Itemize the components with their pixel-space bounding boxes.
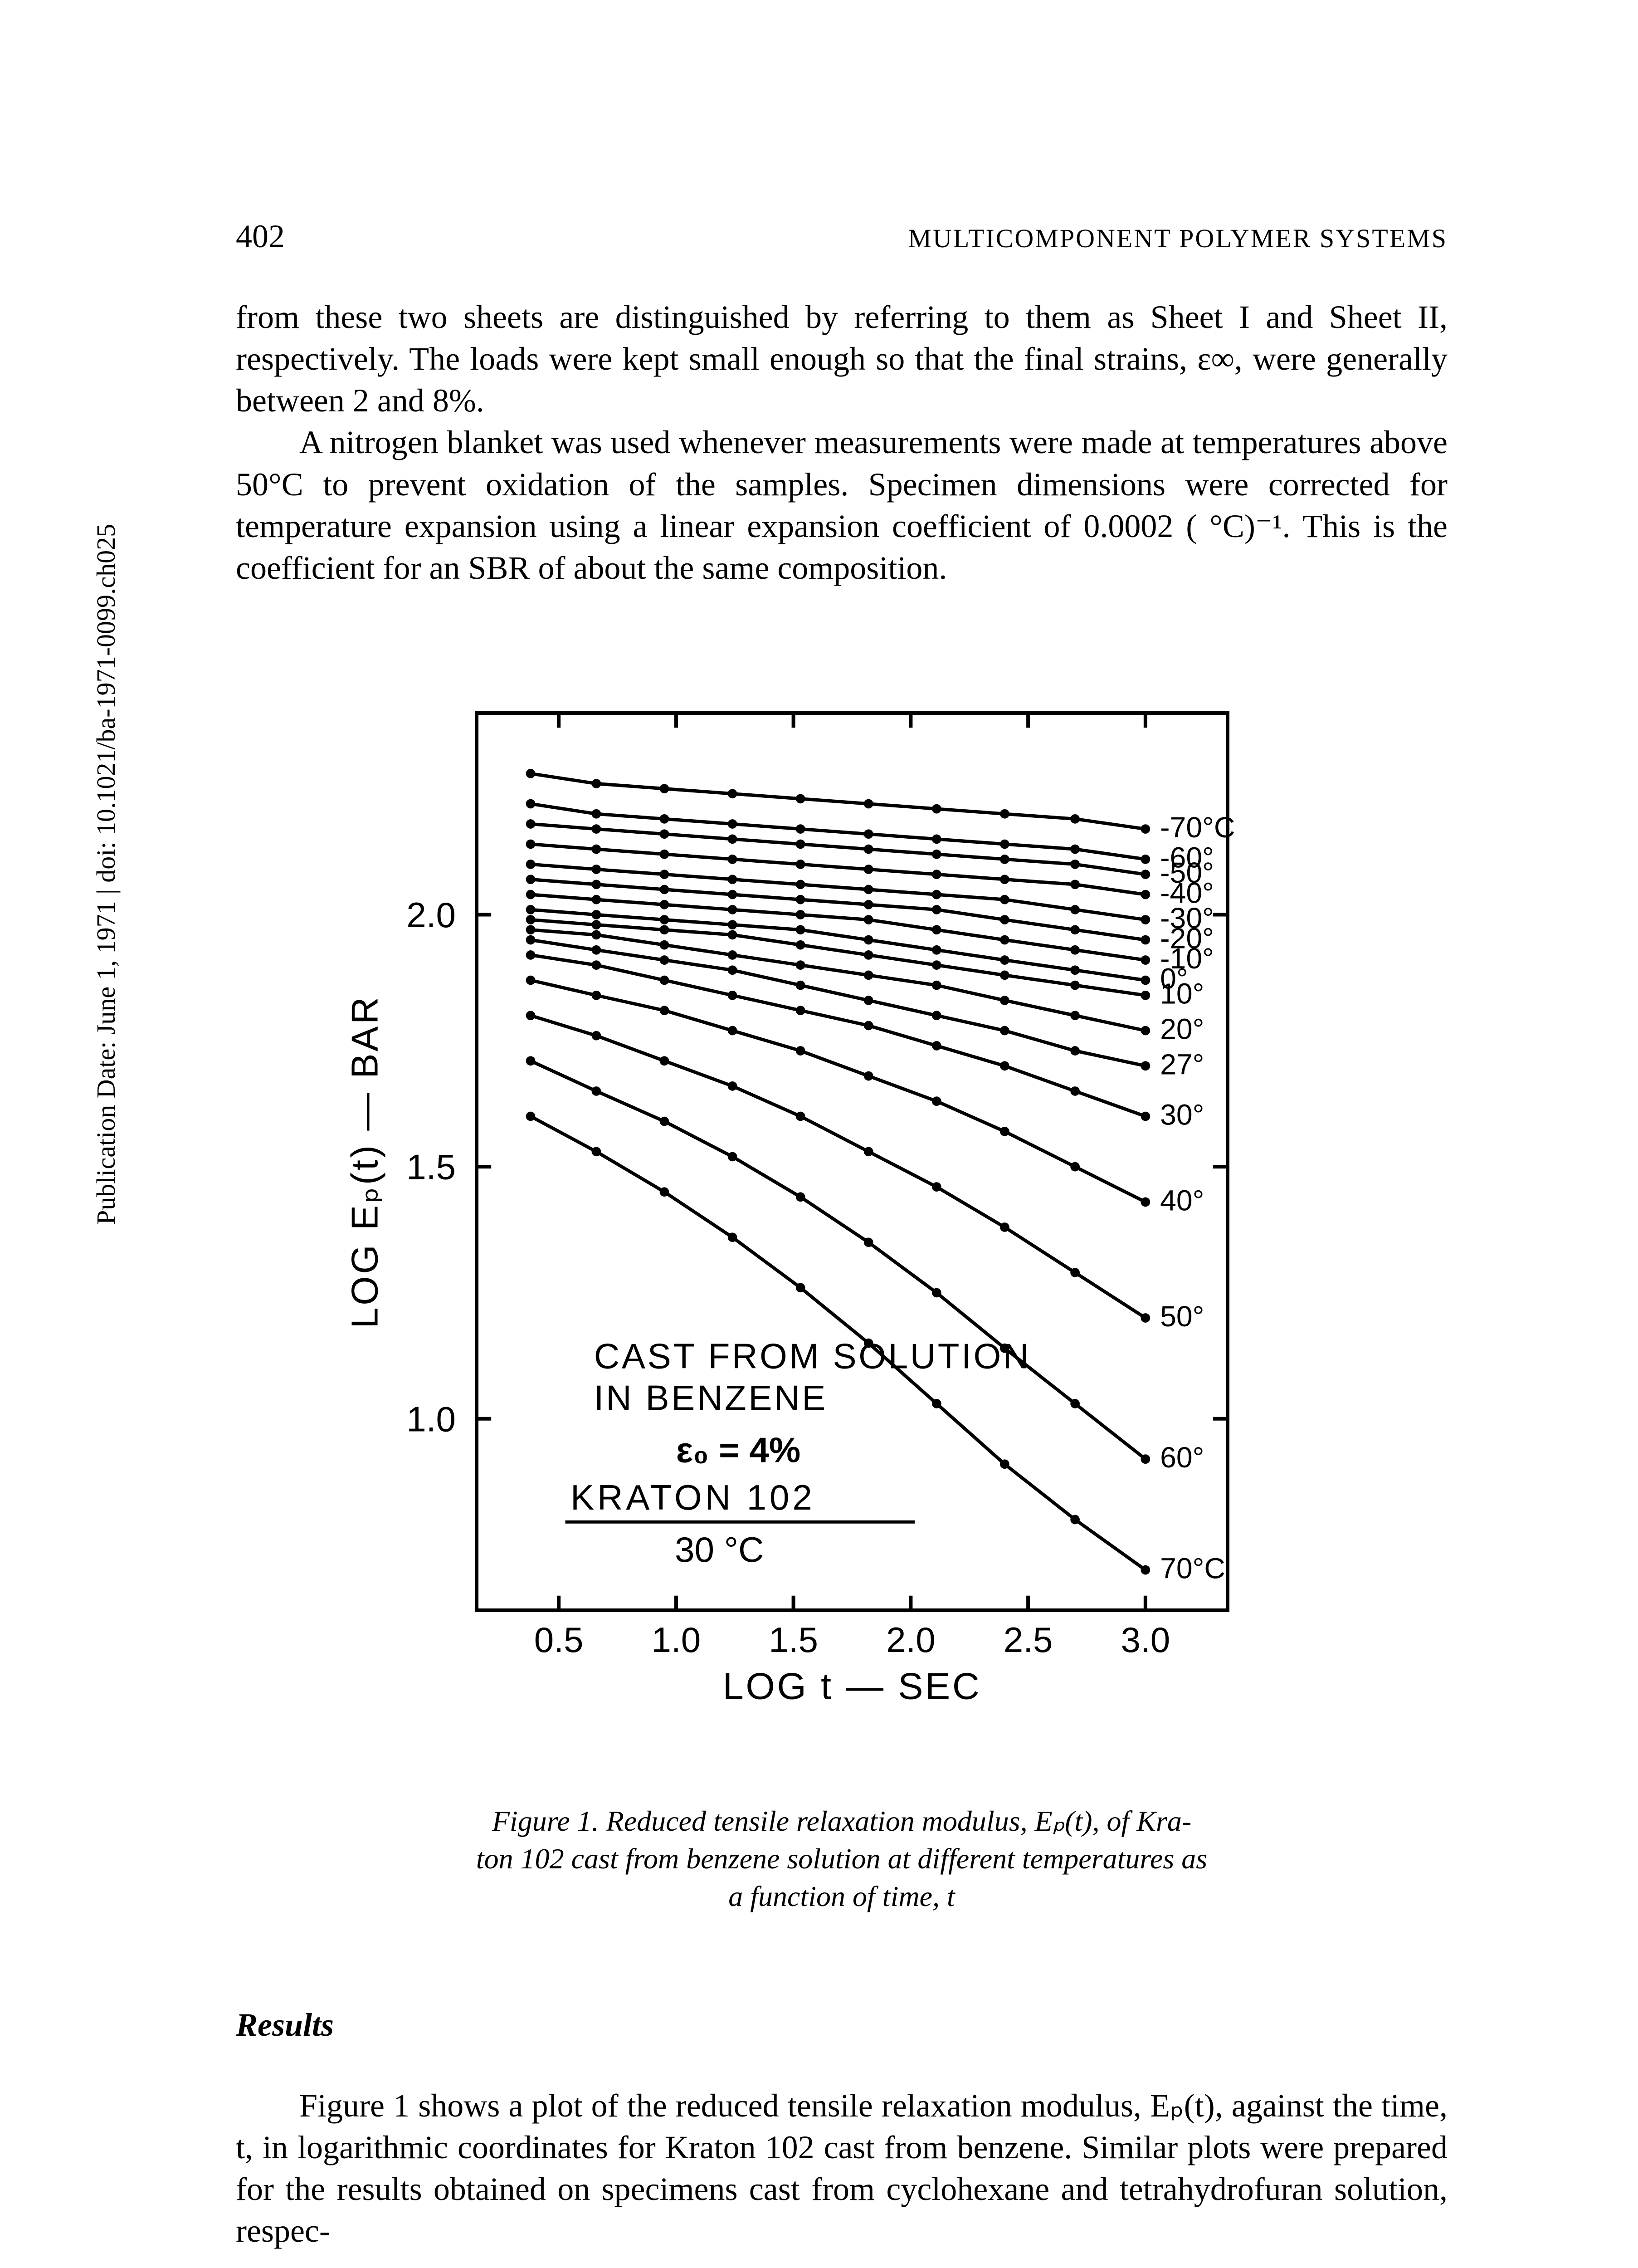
svg-text:KRATON 102: KRATON 102 [570, 1477, 815, 1517]
svg-text:10°: 10° [1160, 978, 1204, 1010]
svg-text:IN BENZENE: IN BENZENE [594, 1378, 828, 1418]
paragraph-1: from these two sheets are distinguished … [236, 296, 1448, 421]
page-number: 402 [236, 218, 285, 255]
svg-text:LOG t — SEC: LOG t — SEC [723, 1665, 982, 1707]
body-block-2: Figure 1 shows a plot of the reduced ten… [236, 2085, 1448, 2252]
svg-text:60°: 60° [1160, 1441, 1204, 1474]
svg-text:30 °C: 30 °C [675, 1530, 764, 1569]
svg-text:2.5: 2.5 [1004, 1620, 1053, 1660]
svg-text:-70°C: -70°C [1160, 811, 1235, 844]
svg-text:LOG Eₚ(t) — BAR: LOG Eₚ(t) — BAR [344, 995, 386, 1329]
svg-text:0.5: 0.5 [534, 1620, 584, 1660]
svg-text:27°: 27° [1160, 1048, 1204, 1080]
caption-line: Figure 1. Reduced tensile relaxation mod… [492, 1805, 1191, 1837]
page: Publication Date: June 1, 1971 | doi: 10… [0, 0, 1638, 2268]
svg-text:1.5: 1.5 [406, 1147, 456, 1187]
svg-text:30°: 30° [1160, 1098, 1204, 1131]
svg-text:CAST FROM SOLUTION: CAST FROM SOLUTION [594, 1336, 1031, 1376]
svg-text:2.0: 2.0 [886, 1620, 936, 1660]
sidebar-citation: Publication Date: June 1, 1971 | doi: 10… [91, 524, 121, 1225]
relaxation-chart: 0.5 1.0 1.5 2.0 2.5 3.0 1.0 1.5 2.0 LOG t — SEC LO… [320, 670, 1363, 1736]
caption-line: ton 102 cast from benzene solution at di… [476, 1843, 1207, 1875]
svg-text:ε₀ = 4%: ε₀ = 4% [676, 1430, 800, 1470]
svg-text:70°C: 70°C [1160, 1552, 1225, 1585]
svg-text:1.0: 1.0 [406, 1399, 456, 1439]
svg-text:2.0: 2.0 [406, 895, 456, 935]
section-heading-results: Results [236, 2006, 1448, 2044]
paragraph-3: Figure 1 shows a plot of the reduced ten… [236, 2085, 1448, 2252]
body-block-1: from these two sheets are distinguished … [236, 296, 1448, 589]
svg-text:1.5: 1.5 [769, 1620, 818, 1660]
figure-caption: Figure 1. Reduced tensile relaxation mod… [343, 1802, 1341, 1916]
svg-text:1.0: 1.0 [652, 1620, 701, 1660]
header: 402 MULTICOMPONENT POLYMER SYSTEMS [236, 218, 1448, 255]
svg-text:40°: 40° [1160, 1184, 1204, 1217]
svg-text:50°: 50° [1160, 1300, 1204, 1333]
svg-text:20°: 20° [1160, 1013, 1204, 1046]
svg-text:3.0: 3.0 [1121, 1620, 1170, 1660]
caption-line: a function of time, t [728, 1880, 955, 1912]
running-head: MULTICOMPONENT POLYMER SYSTEMS [908, 223, 1448, 254]
paragraph-2: A nitrogen blanket was used whenever mea… [236, 421, 1448, 589]
figure-1: 0.5 1.0 1.5 2.0 2.5 3.0 1.0 1.5 2.0 LOG t — SEC LO… [320, 670, 1363, 1916]
